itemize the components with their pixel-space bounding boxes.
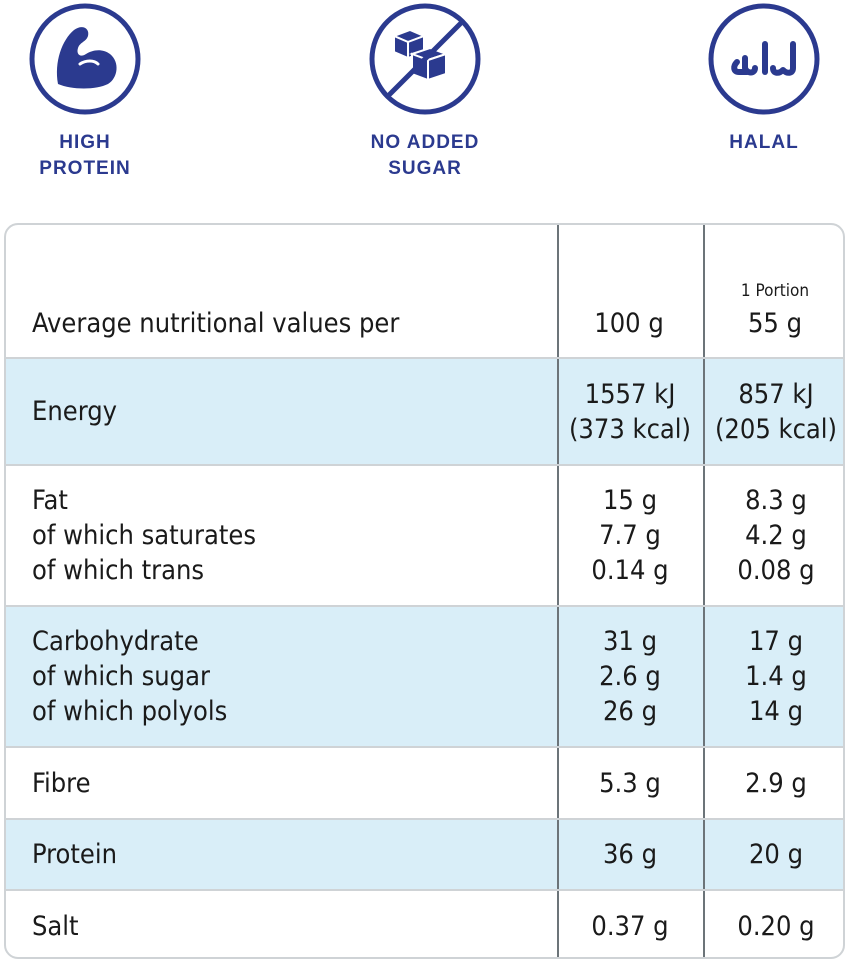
portion-size: 55 g: [747, 308, 803, 339]
portion-caption: 1 Portion: [740, 281, 810, 301]
table-row-fat: Fat of which saturates of which trans 15…: [6, 464, 843, 605]
row-sublabel: of which sugar: [32, 661, 210, 692]
halal-badge: HALAL: [654, 0, 849, 156]
row-sublabel: of which saturates: [32, 520, 257, 551]
value-100g: 0.14 g: [591, 555, 669, 586]
value-portion: (205 kcal): [714, 413, 838, 445]
header-label: Average nutritional values per: [32, 308, 400, 339]
row-label: Carbohydrate: [32, 626, 199, 657]
value-100g: 15 g: [602, 485, 658, 516]
value-portion: 20 g: [748, 839, 804, 870]
value-portion: 1.4 g: [745, 661, 807, 692]
table-row-salt: Salt 0.37 g 0.20 g: [6, 889, 843, 957]
no-added-sugar-badge: NO ADDED SUGAR: [315, 0, 535, 182]
no-added-sugar-label: NO ADDED SUGAR: [370, 132, 480, 179]
value-100g: 31 g: [602, 626, 658, 657]
row-label: Fibre: [32, 767, 91, 799]
row-label: Salt: [32, 910, 79, 942]
value-100g: 0.37 g: [591, 910, 669, 942]
value-portion: 4.2 g: [745, 520, 807, 551]
value-100g: 2.6 g: [599, 661, 661, 692]
value-100g: 5.3 g: [599, 767, 661, 799]
table-header-row: Average nutritional values per 100 g 1 P…: [6, 225, 843, 357]
sugar-cubes-crossed-icon: [369, 3, 481, 115]
high-protein-badge: HIGH PROTEIN: [0, 0, 195, 182]
nutrition-table: Average nutritional values per 100 g 1 P…: [4, 223, 845, 959]
value-portion: 17 g: [748, 626, 804, 657]
flexed-arm-icon: [29, 3, 141, 115]
value-portion: 0.20 g: [737, 910, 815, 942]
table-row-protein: Protein 36 g 20 g: [6, 818, 843, 889]
table-row-energy: Energy 1557 kJ (373 kcal) 857 kJ (205 kc…: [6, 357, 843, 464]
header-portion: 1 Portion 55 g: [703, 225, 843, 357]
table-row-fibre: Fibre 5.3 g 2.9 g: [6, 746, 843, 818]
row-sublabel: of which trans: [32, 555, 205, 586]
value-portion: 0.08 g: [737, 555, 815, 586]
halal-arabic-icon: [708, 3, 820, 115]
value-portion: 8.3 g: [745, 485, 807, 516]
value-100g: 1557 kJ: [584, 378, 676, 410]
value-100g: 7.7 g: [599, 520, 661, 551]
row-label: Fat: [32, 485, 68, 516]
value-portion: 857 kJ: [738, 378, 814, 410]
value-portion: 14 g: [748, 696, 804, 727]
row-label: Protein: [32, 839, 118, 870]
table-row-carbohydrate: Carbohydrate of which sugar of which pol…: [6, 605, 843, 746]
value-100g: 36 g: [602, 839, 658, 870]
halal-label: HALAL: [729, 132, 799, 153]
row-sublabel: of which polyols: [32, 696, 228, 727]
row-label: Energy: [32, 396, 117, 427]
value-100g: 26 g: [602, 696, 658, 727]
header-100g: 100 g: [557, 225, 699, 357]
value-portion: 2.9 g: [745, 767, 807, 799]
value-100g: (373 kcal): [568, 413, 692, 445]
high-protein-label: HIGH PROTEIN: [39, 132, 131, 179]
